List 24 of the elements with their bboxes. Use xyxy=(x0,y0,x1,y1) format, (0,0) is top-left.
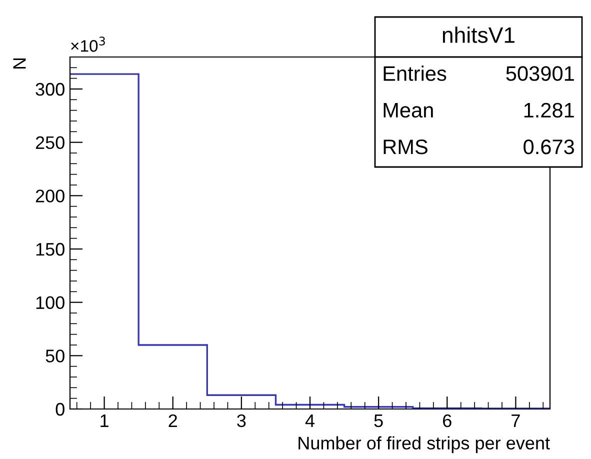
x-axis-title: Number of fired strips per event xyxy=(298,436,550,454)
annotation: 1.281 xyxy=(524,102,574,118)
annotation: 0.673 xyxy=(524,140,574,154)
y-tick-label: 300 xyxy=(36,82,64,96)
y-tick-label: 0 xyxy=(56,402,64,416)
y-tick-label: 50 xyxy=(46,350,64,362)
x-tick-label: 6 xyxy=(443,414,452,428)
y-axis-title: N xyxy=(13,58,26,69)
x-tick-label: 7 xyxy=(512,414,520,427)
annotation: Mean xyxy=(384,103,433,118)
text: ×10$^{3}$ xyxy=(71,36,105,52)
y-tick-label: 100 xyxy=(36,296,64,310)
annotation: Entries xyxy=(384,66,446,81)
x-tick-label: 1 xyxy=(100,414,108,427)
x-tick-label: 5 xyxy=(374,414,383,428)
y-tick-label: 150 xyxy=(36,242,64,256)
x-tick-label: 2 xyxy=(168,414,177,427)
y-tick-label: 250 xyxy=(36,136,64,150)
annotation: 503901 xyxy=(506,66,574,81)
y-tick-label: 200 xyxy=(36,190,64,202)
x-tick-label: 3 xyxy=(237,414,246,428)
annotation: RMS xyxy=(384,140,428,154)
chart-title: nhitsV1 xyxy=(442,26,514,43)
x-tick-label: 4 xyxy=(305,414,314,427)
